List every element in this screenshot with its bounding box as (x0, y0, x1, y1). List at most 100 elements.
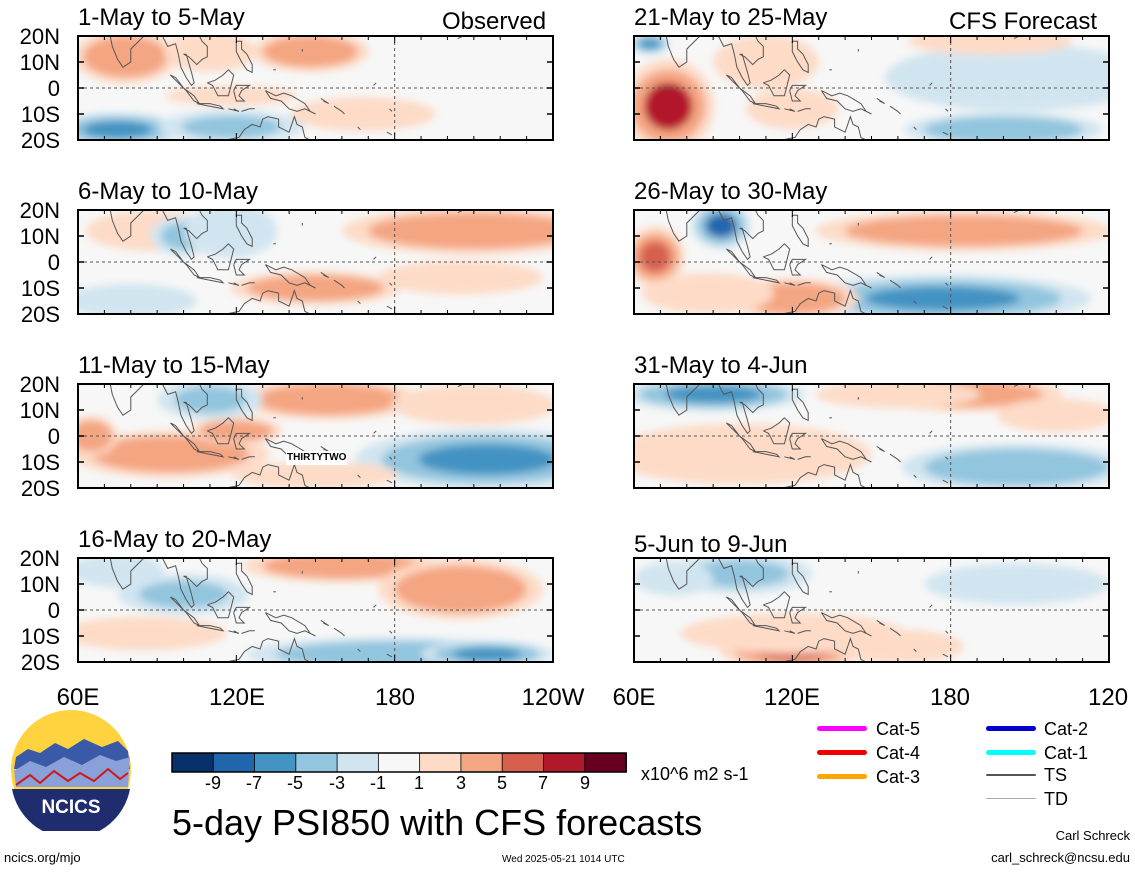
colorbar-swatch (212, 752, 256, 773)
coastline (235, 388, 253, 422)
coastline (945, 282, 949, 286)
anomaly-core (663, 279, 753, 307)
colorbar-swatch (336, 752, 380, 773)
coastline (228, 108, 240, 112)
coastline (333, 279, 345, 289)
lat-label: 0 (47, 424, 60, 449)
legend-label-cat3: Cat-3 (876, 767, 921, 787)
forecast-label: CFS Forecast (949, 8, 1098, 35)
coastline (791, 40, 809, 74)
legend-swatch-cat4 (817, 750, 867, 755)
coastline (170, 596, 201, 627)
coastline (789, 258, 808, 276)
lat-label: 20S (20, 650, 60, 675)
coastline (233, 606, 252, 624)
colorbar (171, 752, 627, 773)
lat-label: 10S (20, 102, 60, 127)
coastline (665, 384, 764, 435)
lat-label: 0 (47, 76, 60, 101)
coastline (945, 456, 949, 460)
coastline (320, 271, 329, 279)
colorbar-swatch (584, 752, 627, 773)
coastline (791, 388, 809, 422)
coastline (264, 90, 316, 115)
lon-label: 180 (374, 684, 416, 711)
anomaly-core (98, 43, 153, 71)
legend-swatch-cat2 (986, 726, 1036, 731)
colorbar-swatch (254, 752, 297, 773)
coastline (233, 432, 252, 450)
coastline (913, 126, 917, 130)
panel-title-3: 11-May to 15-May (78, 352, 270, 379)
lat-label: 0 (47, 598, 60, 623)
map-panel-2 (77, 209, 554, 315)
legend-label-cat5: Cat-5 (876, 719, 921, 739)
ncics-logo: NCICS (11, 710, 131, 831)
site-link[interactable]: ncics.org/mjo (4, 850, 81, 865)
coastline (784, 282, 796, 286)
colorbar-swatch (501, 752, 545, 773)
anomaly-core (853, 635, 943, 658)
coastline (109, 558, 208, 609)
author-email[interactable]: carl_schreck@ncsu.edu (991, 850, 1130, 865)
legend-swatch-cat5 (817, 726, 867, 731)
anomaly-core (953, 570, 1080, 598)
coastline (820, 90, 872, 115)
coastline (665, 558, 764, 609)
coastline (241, 282, 255, 286)
storm-label: THIRTYTWO (286, 451, 348, 465)
colorbar-swatch (377, 752, 421, 773)
coastline (207, 591, 235, 619)
map-panel-8 (633, 557, 1110, 663)
legend-label-ts: TS (1044, 765, 1068, 785)
anomaly-core (951, 121, 1055, 139)
coastline (373, 82, 377, 86)
lon-label: 120E (208, 684, 266, 711)
colorbar-swatch (419, 752, 462, 773)
coastline (357, 300, 361, 304)
coastline (235, 562, 253, 596)
map-panel-7 (633, 383, 1110, 489)
colorbar-frame (171, 752, 627, 773)
coastline (784, 108, 796, 112)
lon-label: 60E (56, 684, 100, 711)
anomaly-core (279, 41, 342, 62)
coastline (170, 422, 201, 453)
anomaly-core (452, 647, 522, 661)
coastline (752, 625, 781, 632)
anomaly-core (1015, 404, 1097, 427)
coastline (228, 282, 240, 286)
lon-label: 60E (612, 684, 656, 711)
coastline (233, 258, 252, 276)
anomaly-core (865, 286, 1020, 311)
coastline (929, 256, 933, 260)
coastline (876, 619, 885, 627)
anomaly-core (83, 121, 152, 139)
anomaly-core (85, 289, 176, 313)
anomaly-core (290, 558, 394, 575)
lon-label: 180 (929, 684, 971, 711)
coastline (913, 474, 917, 478)
legend-label-cat2: Cat-2 (1044, 719, 1089, 739)
lat-label: 10N (19, 398, 60, 423)
lat-label: 10N (19, 224, 60, 249)
coastline (789, 84, 808, 102)
lon-label: 120W (1088, 686, 1128, 710)
anomaly-core (417, 573, 504, 605)
coastline (386, 653, 393, 658)
anomaly-core (646, 567, 701, 590)
coastline (942, 653, 949, 658)
legend-swatch-td (986, 798, 1036, 799)
coastline (207, 417, 235, 445)
coastline (228, 456, 240, 460)
lat-label: 20N (19, 24, 60, 49)
anomaly-core (760, 95, 824, 123)
colorbar-tick-label: 9 (579, 773, 591, 793)
coastline (241, 108, 255, 112)
coastline (752, 451, 781, 458)
coastline (170, 248, 201, 279)
lat-label: 0 (47, 250, 60, 275)
coastline (357, 474, 361, 478)
anomaly-core (87, 622, 201, 645)
lat-label: 10S (20, 624, 60, 649)
